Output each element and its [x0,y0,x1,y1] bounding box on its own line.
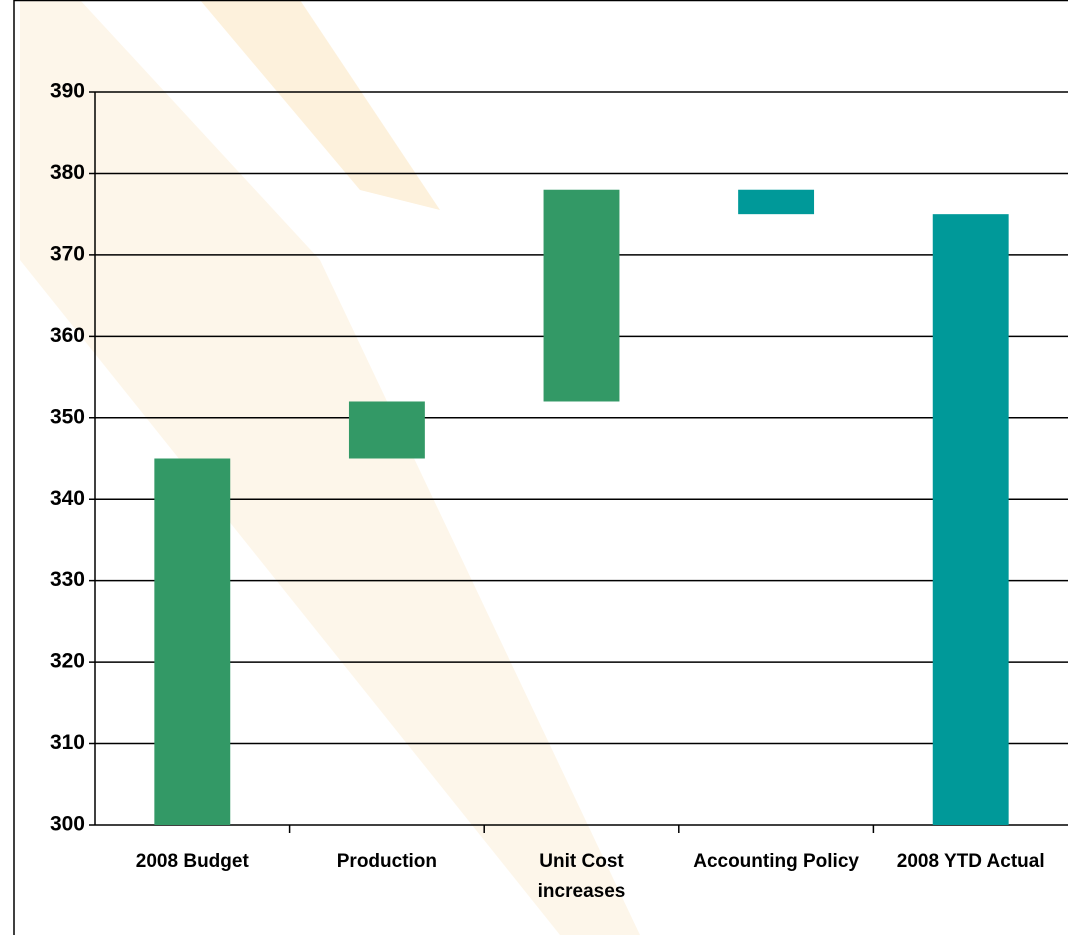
y-tick-label: 300 [50,813,85,836]
y-tick-label: 380 [50,161,85,184]
x-tick-label: Accounting Policy [693,851,859,872]
y-tick-label: 340 [50,487,85,510]
bar [543,189,620,402]
x-tick-label: Unit Cost increases [537,851,626,902]
x-tick-label: 2008 Budget [135,851,249,872]
bar [154,458,231,825]
y-tick-label: 370 [50,242,85,265]
y-tick-label: 330 [50,568,85,591]
y-tick-label: 360 [50,324,85,347]
frame [13,0,1068,935]
x-tick-label: Production [336,851,438,872]
bar [932,214,1009,825]
y-tick-label: 390 [50,80,85,103]
bar [348,401,425,459]
y-tick-label: 350 [50,405,85,428]
bar [738,189,815,215]
y-tick-label: 320 [50,650,85,673]
watermark [20,0,640,935]
watermark [200,0,440,210]
y-tick-label: 310 [50,731,85,754]
x-tick-label: 2008 YTD Actual [896,851,1045,872]
